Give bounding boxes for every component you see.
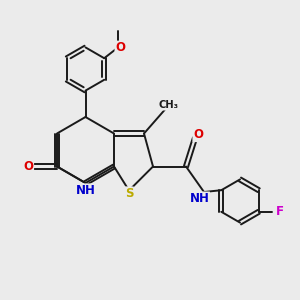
Text: F: F [276, 205, 284, 218]
Text: NH: NH [76, 184, 95, 197]
Text: O: O [23, 160, 34, 173]
Text: O: O [115, 41, 125, 54]
Text: CH₃: CH₃ [159, 100, 178, 110]
Text: O: O [193, 128, 203, 142]
Text: S: S [125, 187, 133, 200]
Text: NH: NH [190, 192, 209, 205]
